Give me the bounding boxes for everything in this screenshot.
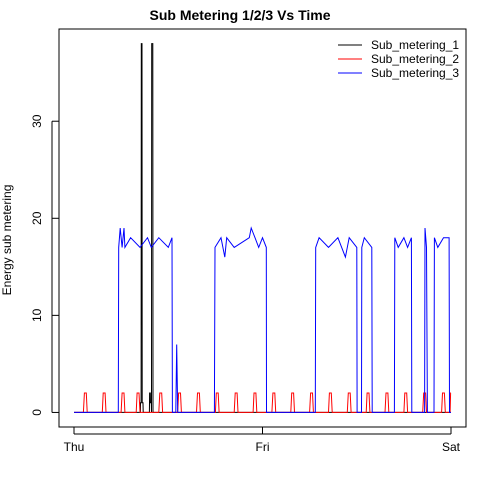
series-line-3 — [74, 226, 451, 413]
legend-label: Sub_metering_3 — [371, 66, 459, 80]
series-layer — [74, 43, 452, 413]
x-tick-label: Fri — [256, 440, 270, 454]
y-tick-label: 20 — [30, 211, 44, 225]
y-tick-label: 0 — [30, 409, 44, 416]
y-tick-label: 10 — [30, 308, 44, 322]
x-tick-label: Sat — [442, 440, 461, 454]
legend-label: Sub_metering_2 — [371, 52, 459, 66]
y-tick-label: 30 — [30, 114, 44, 128]
legend-label: Sub_metering_1 — [371, 38, 459, 52]
series-line-2 — [74, 392, 452, 413]
legend: Sub_metering_1Sub_metering_2Sub_metering… — [338, 38, 459, 80]
axes-layer: 0 10 20 30 Thu Fri Sat — [30, 114, 461, 454]
y-axis-label: Energy sub metering — [0, 185, 14, 296]
chart-title: Sub Metering 1/2/3 Vs Time — [149, 7, 330, 23]
x-tick-label: Thu — [64, 440, 85, 454]
